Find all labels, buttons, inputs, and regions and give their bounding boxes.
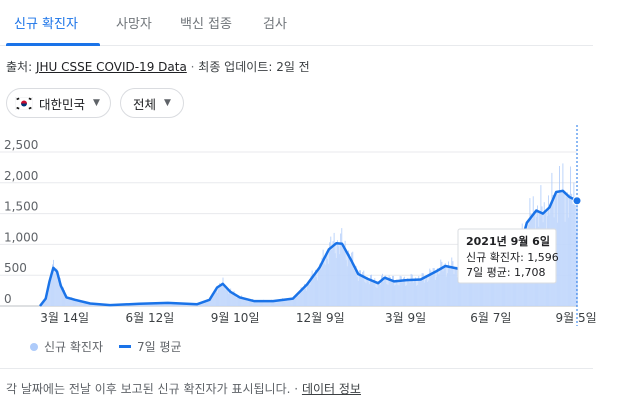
country-label: 대한민국 <box>39 96 86 112</box>
tab-new-cases[interactable]: 신규 확진자 <box>14 17 78 32</box>
legend-bars-label: 신규 확진자 <box>44 340 104 354</box>
active-tab-indicator <box>6 43 100 46</box>
x-tick-label: 3월 14일 <box>40 311 89 325</box>
tab-vaccination[interactable]: 백신 접종 <box>180 17 232 32</box>
x-tick-label: 12월 9일 <box>296 311 345 325</box>
tooltip-cases: 신규 확진자: 1,596 <box>466 251 559 264</box>
source-separator: · <box>190 60 195 74</box>
data-tooltip: 2021년 9월 6일 신규 확진자: 1,596 7일 평균: 1,708 <box>457 228 559 284</box>
chevron-down-icon: ▼ <box>164 98 171 108</box>
y-tick-label: 1,500 <box>4 200 38 214</box>
country-dropdown[interactable]: 대한민국 ▼ <box>6 88 111 118</box>
source-line: 출처: JHU CSSE COVID-19 Data · 최종 업데이트: 2일… <box>6 58 310 75</box>
x-tick-label: 3월 9일 <box>385 311 426 325</box>
y-tick-label: 2,500 <box>4 138 38 152</box>
tooltip-date: 2021년 9월 6일 <box>466 234 550 248</box>
chevron-down-icon: ▼ <box>93 98 100 108</box>
footer-note: 각 날짜에는 전날 이후 보고된 신규 확진자가 표시됩니다. <box>6 382 291 396</box>
bar-swatch <box>30 342 38 351</box>
source-prefix: 출처: <box>6 60 33 74</box>
korea-flag-icon <box>14 96 34 110</box>
tab-deaths[interactable]: 사망자 <box>116 17 152 32</box>
x-tick-label: 6월 12일 <box>125 311 174 325</box>
avg-area <box>40 190 577 306</box>
y-tick-label: 0 <box>4 292 12 306</box>
footer-separator: · <box>294 382 299 396</box>
line-swatch <box>119 345 132 348</box>
y-tick-label: 500 <box>4 261 27 275</box>
range-dropdown[interactable]: 전체 ▼ <box>120 88 184 118</box>
footer-divider <box>0 368 593 369</box>
source-link[interactable]: JHU CSSE COVID-19 Data <box>35 60 187 74</box>
legend-line-label: 7일 평균 <box>137 340 182 354</box>
last-updated: 최종 업데이트: 2일 전 <box>198 60 310 74</box>
range-label: 전체 <box>133 96 157 112</box>
data-info-link[interactable]: 데이터 정보 <box>301 382 361 396</box>
hover-point <box>572 196 582 206</box>
y-tick-label: 2,000 <box>4 169 38 183</box>
chart-legend: 신규 확진자 7일 평균 <box>30 338 182 355</box>
footer: 각 날짜에는 전날 이후 보고된 신규 확진자가 표시됩니다. · 데이터 정보 <box>6 380 361 397</box>
cases-chart[interactable]: 0 500 1,000 1,500 2,000 2,500 3월 14일 6월 12일 9월 … <box>0 125 605 330</box>
daily-bar <box>576 204 578 306</box>
x-tick-label: 9월 5일 <box>555 311 596 325</box>
tab-bar: 신규 확진자 사망자 백신 접종 검사 <box>0 0 593 46</box>
y-tick-label: 1,000 <box>4 230 38 244</box>
x-tick-label: 9월 10일 <box>211 311 260 325</box>
tooltip-average: 7일 평균: 1,708 <box>466 265 546 279</box>
x-tick-label: 6월 7일 <box>470 311 511 325</box>
tab-tests[interactable]: 검사 <box>263 17 287 32</box>
